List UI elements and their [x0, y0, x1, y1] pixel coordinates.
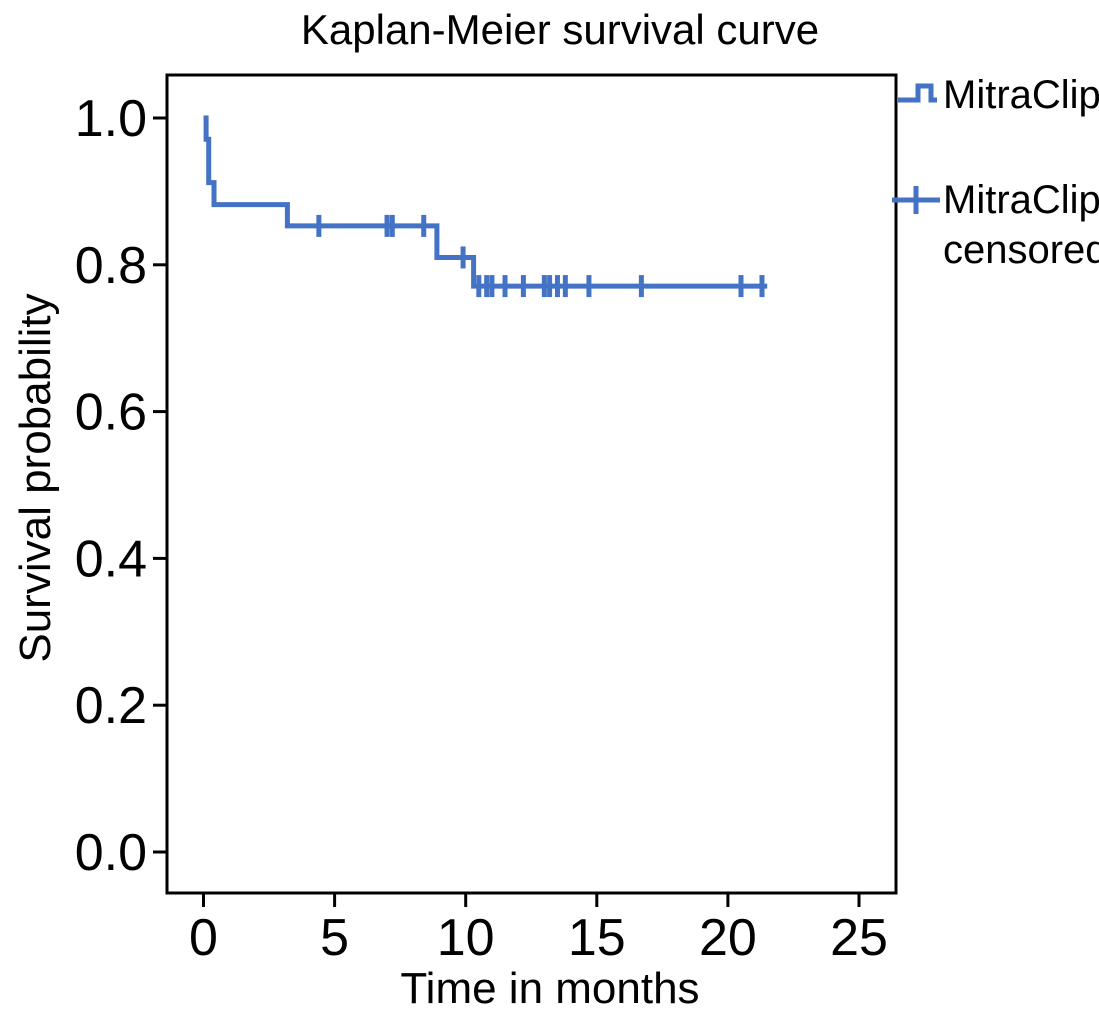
y-tick-label: 1.0: [75, 90, 147, 148]
y-tick-label: 0.8: [75, 237, 147, 295]
legend-entry: MitraClip censored: [892, 178, 1099, 272]
y-tick-label: 0.4: [75, 530, 147, 588]
legend-entry-label: MitraClip: [943, 73, 1099, 117]
x-tick-label: 10: [437, 909, 495, 967]
x-tick-label: 0: [189, 909, 218, 967]
km-survival-curve: [203, 115, 768, 289]
legend-entry-label: censored: [943, 228, 1099, 272]
chart-title: Kaplan-Meier survival curve: [301, 6, 819, 53]
y-tick-label: 0.2: [75, 677, 147, 735]
step-line-icon: [898, 83, 937, 103]
y-axis-label: Survival probability: [11, 293, 60, 662]
y-tick-label: 0.6: [75, 384, 147, 442]
x-axis-ticks: 0 5 10 15 20 25: [189, 893, 888, 967]
x-tick-label: 15: [568, 909, 626, 967]
x-tick-label: 25: [830, 909, 888, 967]
x-tick-label: 20: [699, 909, 757, 967]
y-axis-ticks: 0.0 0.2 0.4 0.6 0.8 1.0: [75, 90, 167, 882]
x-axis-label: Time in months: [400, 964, 699, 1013]
plot-border: [165, 73, 898, 895]
legend-entry-label: MitraClip: [943, 178, 1099, 222]
legend-entry: MitraClip: [898, 73, 1099, 117]
y-tick-label: 0.0: [75, 824, 147, 882]
x-tick-label: 5: [320, 909, 349, 967]
censor-marks: [316, 214, 765, 298]
legend: MitraClip MitraClip censored: [892, 73, 1099, 272]
